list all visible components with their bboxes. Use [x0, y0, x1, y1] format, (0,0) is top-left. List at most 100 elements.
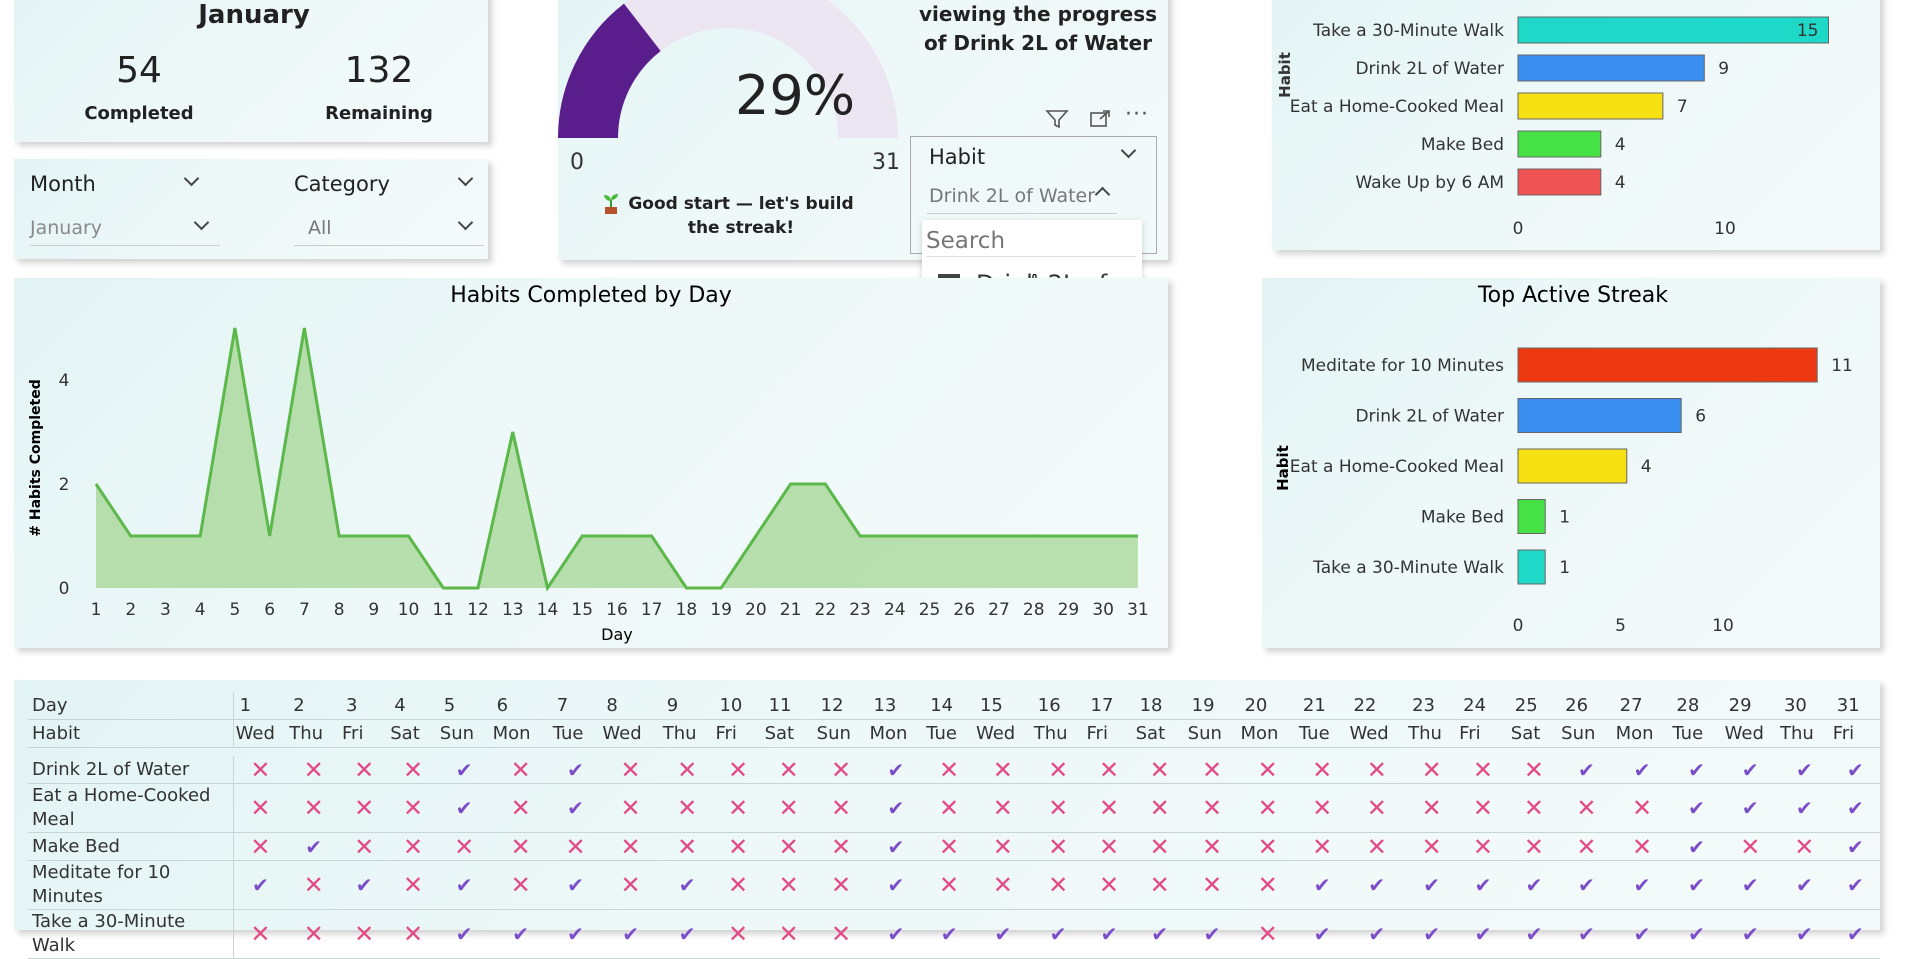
completed-value: 54: [116, 50, 162, 91]
cross-icon: ✕: [1099, 832, 1120, 861]
more-options-icon[interactable]: ···: [1125, 102, 1149, 127]
habit-bar-category: Wake Up by 6 AM: [1355, 173, 1504, 193]
matrix-weekday-cell: Tue: [1296, 719, 1348, 748]
check-icon: ✔: [1795, 757, 1813, 782]
chart-title: Habits Completed by Day: [450, 283, 732, 308]
habit-search-input[interactable]: Search: [926, 228, 1136, 257]
cross-icon: ✕: [1576, 794, 1597, 822]
matrix-day-cell: 1: [233, 692, 288, 720]
check-icon: ✔: [1741, 796, 1759, 820]
habit-dropdown-value: Drink 2L of Water: [929, 185, 1096, 207]
check-icon: ✔: [887, 796, 905, 820]
streak-bar: [1517, 347, 1818, 383]
cross-icon: ✕: [1257, 871, 1278, 899]
category-dropdown[interactable]: All: [294, 211, 484, 246]
streak-bar-value: 11: [1831, 356, 1853, 376]
matrix-status-cell: ✕: [1084, 783, 1134, 833]
matrix-status-cell: ✕: [287, 783, 340, 833]
matrix-weekday-cell: Wed: [1722, 719, 1778, 748]
habit-dropdown[interactable]: Drink 2L of Water: [927, 179, 1117, 214]
matrix-status-cell: ✕: [973, 860, 1032, 910]
x-tick-label: 1: [91, 600, 102, 620]
check-icon: ✔: [1474, 922, 1492, 946]
matrix-status-cell: ✔: [1830, 756, 1880, 784]
check-icon: ✔: [1525, 922, 1543, 946]
matrix-status-cell: ✕: [233, 756, 288, 784]
matrix-weekday-cell: Thu: [1031, 719, 1085, 748]
matrix-status-cell: ✔: [340, 860, 389, 910]
check-icon: ✔: [1741, 873, 1759, 897]
streak-ylabel: Habit: [1274, 445, 1292, 491]
matrix-day-cell: 25: [1508, 692, 1560, 720]
matrix-weekday-cell: Sun: [437, 719, 491, 748]
filter-icon[interactable]: [1045, 108, 1069, 134]
matrix-weekday-cell: Mon: [867, 719, 925, 748]
matrix-day-cell: 27: [1613, 692, 1671, 720]
focus-mode-icon[interactable]: [1089, 109, 1111, 133]
matrix-status-cell: ✔: [437, 783, 491, 833]
x-tick-label: 8: [334, 600, 345, 620]
matrix-status-cell: ✔: [1670, 909, 1723, 959]
habit-matrix-card: Day 1 2 3 4 5 6 7 8 9 10 11 12 13 14 15 16 17 18 19 20 21 22 23…: [14, 680, 1880, 959]
x-tick-label: 17: [641, 600, 663, 620]
check-icon: ✔: [1423, 922, 1441, 946]
matrix-day-cell: 18: [1133, 692, 1186, 720]
remaining-label: Remaining: [325, 103, 433, 124]
matrix-status-cell: ✕: [1133, 783, 1186, 833]
cross-icon: ✕: [1421, 794, 1442, 822]
matrix-day-header: Day: [28, 692, 234, 720]
matrix-weekday-cell: Fri: [1084, 719, 1134, 748]
table-row: Make Bed ✕ ✔ ✕ ✕ ✕ ✕ ✕ ✕ ✕ ✕ ✕ ✕ ✔ ✕ ✕ ✕ ✕ ✕ ✕ ✕ ✕ ✕ ✕ ✕ ✕ ✕ ✕ ✔ ✕ ✕ ✔: [28, 832, 1880, 861]
category-header-chevron-icon[interactable]: [457, 170, 474, 187]
matrix-status-cell: ✕: [1296, 756, 1348, 784]
month-dropdown-value: January: [30, 217, 103, 239]
cross-icon: ✕: [620, 871, 641, 899]
matrix-status-cell: ✕: [713, 756, 763, 784]
matrix-status-cell: ✕: [388, 783, 438, 833]
habit-bar-ylabel: Habit: [1276, 52, 1294, 98]
cross-icon: ✕: [1421, 755, 1442, 784]
matrix-weekday-cell: Thu: [1406, 719, 1458, 748]
habit-bar-category: Drink 2L of Water: [1355, 59, 1504, 79]
cross-icon: ✕: [402, 794, 424, 822]
habit-matrix-scroll: Day 1 2 3 4 5 6 7 8 9 10 11 12 13 14 15 16 17 18 19 20 21 22 23…: [28, 692, 1880, 959]
matrix-status-cell: ✕: [1508, 783, 1560, 833]
area-fill: [96, 328, 1138, 588]
cross-icon: ✕: [1099, 755, 1120, 784]
matrix-status-cell: ✔: [1559, 756, 1614, 784]
matrix-weekday-cell: Fri: [1457, 719, 1509, 748]
x-tick-label: 23: [849, 600, 871, 620]
check-icon: ✔: [1474, 873, 1492, 897]
check-icon: ✔: [1846, 834, 1864, 859]
x-tick-label: 24: [884, 600, 906, 620]
matrix-status-cell: ✔: [1347, 909, 1407, 959]
matrix-status-cell: ✔: [1722, 909, 1778, 959]
matrix-day-cell: 23: [1406, 692, 1458, 720]
matrix-status-cell: ✕: [1238, 832, 1297, 861]
month-dropdown[interactable]: January: [30, 211, 220, 246]
matrix-status-cell: ✔: [1613, 756, 1671, 784]
cross-icon: ✕: [778, 920, 799, 948]
matrix-status-cell: ✕: [1238, 783, 1297, 833]
habit-bar-xtick: 10: [1714, 219, 1736, 239]
x-tick-label: 27: [988, 600, 1010, 620]
habit-bar-value: 4: [1615, 135, 1626, 155]
matrix-status-cell: ✕: [973, 756, 1032, 784]
matrix-status-cell: ✕: [713, 909, 763, 959]
check-icon: ✔: [887, 757, 905, 782]
cross-icon: ✕: [939, 871, 960, 899]
matrix-day-cell: 14: [924, 692, 974, 720]
habit-header-chevron-icon[interactable]: [1120, 142, 1137, 159]
streak-bar-value: 1: [1559, 558, 1570, 578]
check-icon: ✔: [1100, 922, 1118, 946]
cross-icon: ✕: [1149, 832, 1170, 861]
check-icon: ✔: [455, 757, 473, 782]
matrix-status-cell: ✔: [1508, 909, 1560, 959]
x-tick-label: 4: [195, 600, 206, 620]
matrix-status-cell: ✔: [1722, 756, 1778, 784]
cross-icon: ✕: [303, 871, 324, 899]
x-tick-label: 13: [502, 600, 524, 620]
matrix-status-cell: ✔: [1133, 909, 1186, 959]
month-header-chevron-icon[interactable]: [183, 170, 200, 187]
